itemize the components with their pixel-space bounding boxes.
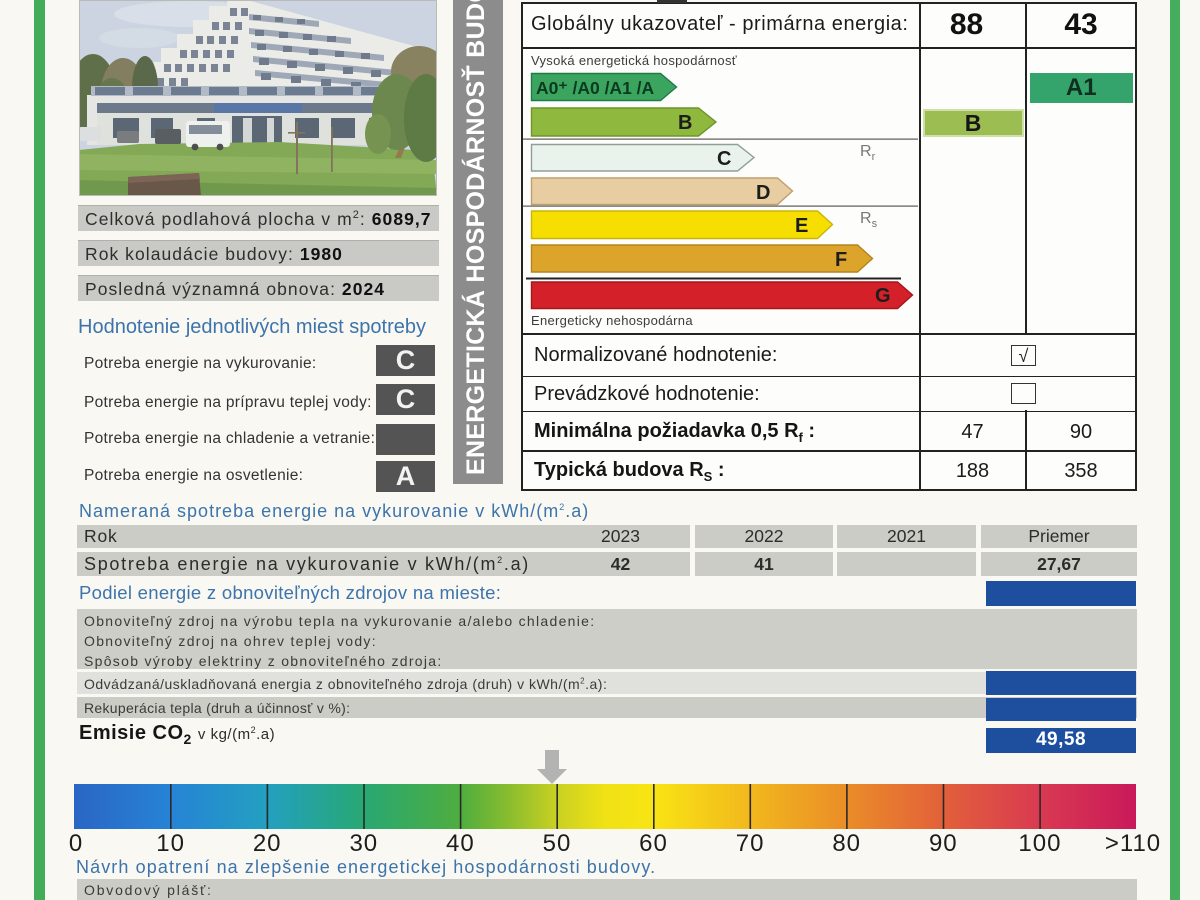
svg-text:E: E (795, 215, 808, 237)
svg-text:D: D (756, 182, 770, 204)
svg-text:B: B (678, 112, 692, 134)
svg-text:F: F (835, 249, 847, 271)
svg-text:A0⁺ /A0 /A1 /A: A0⁺ /A0 /A1 /A (536, 78, 655, 98)
svg-text:G: G (875, 285, 891, 307)
svg-text:C: C (717, 148, 731, 170)
